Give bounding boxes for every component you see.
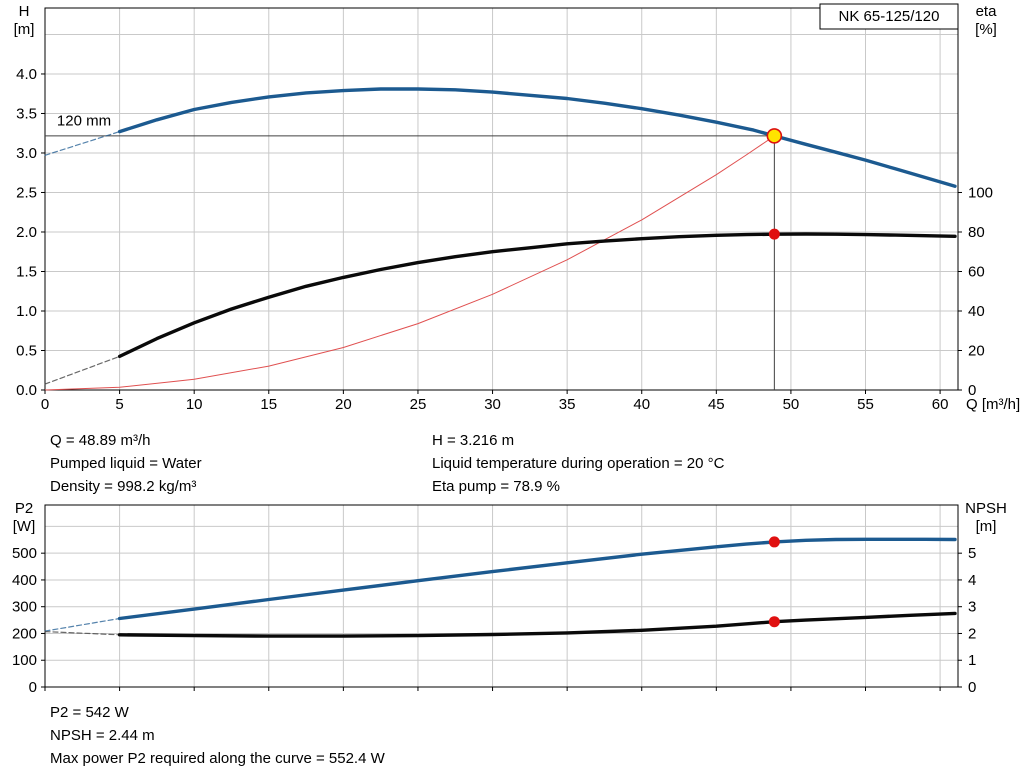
right-axis-label: [m] — [976, 518, 997, 535]
svg-text:30: 30 — [484, 396, 501, 413]
efficiency-curve — [117, 232, 957, 359]
svg-text:15: 15 — [260, 396, 277, 413]
npsh-point-marker[interactable] — [768, 616, 780, 628]
right-axis-label: eta — [976, 3, 998, 20]
svg-text:20: 20 — [335, 396, 352, 413]
pump-model-box — [819, 3, 959, 30]
svg-text:35: 35 — [559, 396, 576, 413]
svg-text:0.0: 0.0 — [16, 382, 37, 399]
svg-text:55: 55 — [857, 396, 874, 413]
left-axis-label: P2 — [15, 500, 33, 517]
left-axis-label: [m] — [14, 21, 35, 38]
svg-text:5: 5 — [968, 545, 976, 562]
svg-text:4.0: 4.0 — [16, 66, 37, 83]
eta-pump-value: Eta pump = 78.9 % — [432, 478, 560, 495]
pumped-liquid-value: Pumped liquid = Water — [50, 455, 202, 472]
svg-text:5: 5 — [115, 396, 123, 413]
head-flow-chart: 0 5 10 15 20 25 30 35 40 45 50 55 60 Q [m³/h] 0.0 0.5 1.… — [14, 3, 1021, 413]
svg-text:60: 60 — [932, 396, 949, 413]
density-value: Density = 998.2 kg/m³ — [50, 478, 197, 495]
svg-text:3: 3 — [968, 599, 976, 616]
npsh-curve-extension — [44, 631, 121, 636]
svg-text:3.5: 3.5 — [16, 105, 37, 122]
system-curve — [44, 135, 775, 391]
p2-value: P2 = 542 W — [50, 704, 129, 721]
svg-text:40: 40 — [633, 396, 650, 413]
svg-text:3.0: 3.0 — [16, 145, 37, 162]
axis-ticks-and-labels: 0 100 200 300 400 500 0 1 2 3 4 5 — [12, 545, 976, 696]
left-axis-label: [W] — [13, 518, 36, 535]
p2-curve — [117, 537, 957, 621]
power-npsh-chart: 0 100 200 300 400 500 0 1 2 3 4 5 P2[W] NPSH[m] — [12, 500, 1007, 696]
svg-text:300: 300 — [12, 599, 37, 616]
head-value: H = 3.216 m — [432, 432, 515, 449]
max-power-value: Max power P2 required along the curve = … — [50, 750, 385, 767]
liquid-temperature-value: Liquid temperature during operation = 20… — [432, 455, 725, 472]
svg-text:0: 0 — [968, 679, 976, 696]
x-axis-label: Q [m³/h] — [966, 396, 1020, 413]
efficiency-point-marker[interactable] — [768, 228, 780, 240]
svg-text:100: 100 — [968, 184, 993, 201]
svg-text:1.5: 1.5 — [16, 263, 37, 280]
svg-text:100: 100 — [12, 652, 37, 669]
right-axis-label: NPSH — [965, 500, 1007, 517]
svg-text:20: 20 — [968, 342, 985, 359]
svg-text:2.0: 2.0 — [16, 224, 37, 241]
pump-model-label: NK 65-125/120 — [839, 8, 940, 25]
svg-text:80: 80 — [968, 224, 985, 241]
pump-curve-extension — [44, 131, 121, 156]
right-axis-label: [%] — [975, 21, 997, 38]
plot-frame — [44, 504, 959, 688]
axis-ticks-and-labels: 0 5 10 15 20 25 30 35 40 45 50 55 60 Q [m³/h] 0.0 0.5 1.… — [16, 66, 1020, 413]
svg-text:0: 0 — [41, 396, 49, 413]
svg-text:25: 25 — [410, 396, 427, 413]
npsh-curve — [117, 611, 957, 638]
plot-frame — [44, 7, 959, 391]
svg-text:0: 0 — [29, 679, 37, 696]
duty-info-left: Q = 48.89 m³/h Pumped liquid = Water Den… — [50, 429, 202, 498]
svg-text:40: 40 — [968, 303, 985, 320]
svg-text:0: 0 — [968, 382, 976, 399]
svg-text:1: 1 — [968, 652, 976, 669]
npsh-value: NPSH = 2.44 m — [50, 727, 155, 744]
svg-text:0.5: 0.5 — [16, 342, 37, 359]
svg-text:2.5: 2.5 — [16, 184, 37, 201]
impeller-diameter-label: 120 mm — [57, 112, 111, 129]
svg-text:2: 2 — [968, 625, 976, 642]
svg-text:400: 400 — [12, 572, 37, 589]
duty-point-marker[interactable] — [766, 128, 783, 144]
svg-text:50: 50 — [783, 396, 800, 413]
svg-text:1.0: 1.0 — [16, 303, 37, 320]
pump-curve-120mm — [117, 87, 957, 188]
svg-text:200: 200 — [12, 625, 37, 642]
flow-value: Q = 48.89 m³/h — [50, 432, 151, 449]
svg-text:4: 4 — [968, 572, 976, 589]
svg-text:500: 500 — [12, 545, 37, 562]
p2-curve-extension — [44, 617, 121, 632]
result-info: P2 = 542 W NPSH = 2.44 m Max power P2 re… — [50, 701, 385, 770]
duty-info-right: H = 3.216 m Liquid temperature during op… — [432, 429, 724, 498]
left-axis-label: H — [19, 3, 30, 20]
svg-text:45: 45 — [708, 396, 725, 413]
efficiency-curve-extension — [44, 355, 121, 385]
p2-point-marker[interactable] — [768, 536, 780, 548]
svg-text:10: 10 — [186, 396, 203, 413]
svg-text:60: 60 — [968, 263, 985, 280]
